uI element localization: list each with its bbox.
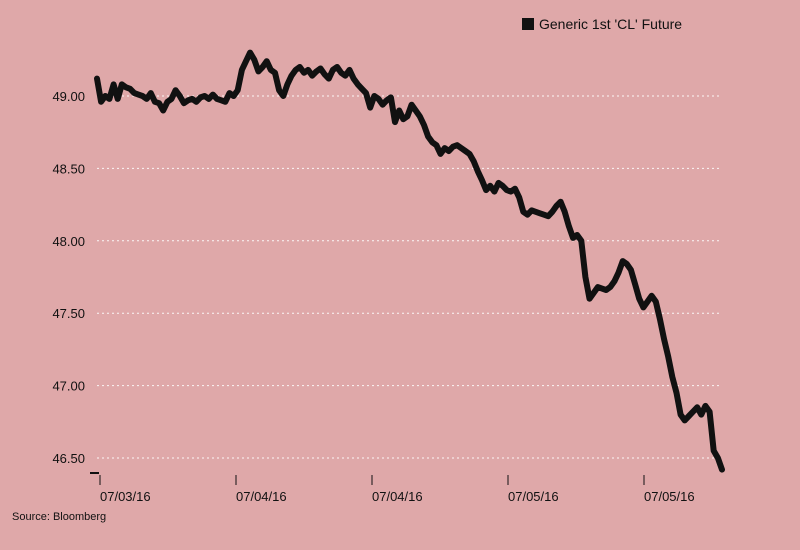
legend-label: Generic 1st 'CL' Future <box>539 16 683 32</box>
y-tick-label: 47.50 <box>52 306 85 321</box>
series-line <box>94 49 725 473</box>
legend: Generic 1st 'CL' Future <box>522 16 682 32</box>
gridlines <box>97 95 722 459</box>
y-tick-label: 48.00 <box>52 234 85 249</box>
x-tick-label: 07/04/16 <box>372 489 423 504</box>
x-tick-label: 07/05/16 <box>508 489 559 504</box>
y-tick-label: 46.50 <box>52 451 85 466</box>
y-axis: 46.50 47.00 47.50 48.00 48.50 49.00 <box>52 89 99 474</box>
x-tick-label: 07/05/16 <box>644 489 695 504</box>
x-tick-label: 07/04/16 <box>236 489 287 504</box>
source-note: Source: Bloomberg <box>12 511 107 523</box>
y-tick-label: 49.00 <box>52 89 85 104</box>
series-group <box>94 49 725 473</box>
y-tick-label: 47.00 <box>52 379 85 394</box>
legend-swatch <box>522 18 534 30</box>
x-tick-label: 07/03/16 <box>100 489 151 504</box>
y-tick-label: 48.50 <box>52 161 85 176</box>
x-axis: 07/03/16 07/04/16 07/04/16 07/05/16 07/05/16 <box>99 475 695 504</box>
